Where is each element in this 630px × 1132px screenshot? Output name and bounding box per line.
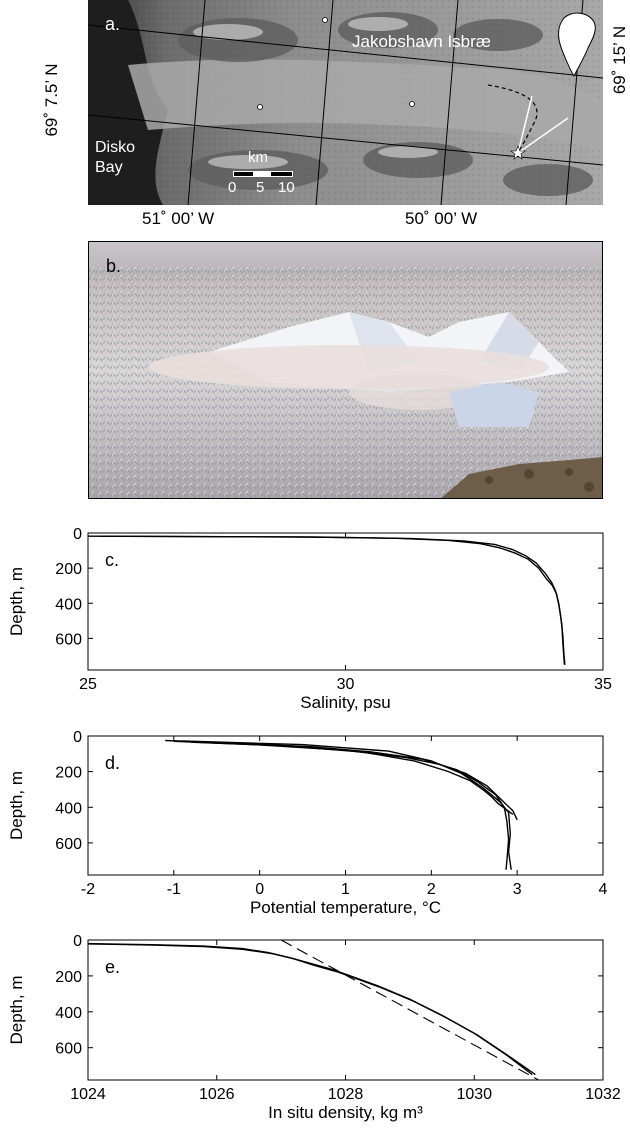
chart-d-xtick-label: 1 [341, 881, 350, 898]
chart-c-series-1-line [98, 536, 565, 665]
chart-e-xtick-label: 1030 [456, 1086, 492, 1103]
chart-e-ytick-label: 400 [55, 1005, 82, 1022]
chart-d-ytick-label: 200 [55, 765, 82, 782]
chart-e-xtick-label: 1024 [70, 1086, 106, 1103]
chart-d-xlabel: Potential temperature, °C [250, 898, 441, 917]
chart-d-ytick-label: 400 [55, 800, 82, 817]
chart-e-ytick-label: 0 [73, 933, 82, 950]
chart-e-xtick-label: 1032 [585, 1086, 621, 1103]
chart-c-ytick-label: 200 [55, 561, 82, 578]
chart-e-series-0-line [88, 944, 532, 1075]
chart-d-xtick-label: 0 [255, 881, 264, 898]
chart-d-ytick-label: 0 [73, 729, 82, 746]
chart-c-frame [88, 533, 603, 670]
chart-c-ytick-label: 600 [55, 631, 82, 648]
chart-e-ytick-label: 200 [55, 969, 82, 986]
chart-c-xtick-label: 30 [337, 676, 355, 693]
chart-e-xtick-label: 1028 [328, 1086, 364, 1103]
chart-c-panel-letter: c. [105, 550, 119, 570]
chart-d-series-1-line [174, 741, 517, 820]
chart-c-xtick-label: 35 [594, 676, 612, 693]
chart-e-ylabel: Depth, m [7, 976, 26, 1045]
chart-e-ytick-label: 600 [55, 1041, 82, 1058]
chart-d-ytick-label: 600 [55, 836, 82, 853]
chart-e-frame [88, 940, 603, 1080]
chart-d-xtick-label: 4 [599, 881, 608, 898]
chart-e-xlabel: In situ density, kg m³ [268, 1103, 423, 1122]
chart-d-xtick-label: 3 [513, 881, 522, 898]
chart-d-series-0-line [165, 741, 508, 870]
chart-c-ylabel: Depth, m [7, 567, 26, 636]
chart-d-frame [88, 736, 603, 875]
chart-e-series-2-line [281, 940, 538, 1080]
chart-e-panel-letter: e. [105, 957, 120, 977]
chart-c-ytick-label: 0 [73, 526, 82, 543]
chart-d-series-3-line [182, 741, 511, 870]
chart-d-xtick-label: 2 [427, 881, 436, 898]
chart-c-xlabel: Salinity, psu [300, 693, 390, 712]
chart-d-series-2-line [191, 742, 513, 814]
chart-d-xtick-label: -2 [81, 881, 95, 898]
chart-d-ylabel: Depth, m [7, 771, 26, 840]
chart-c-ytick-label: 400 [55, 596, 82, 613]
chart-c-xtick-label: 25 [79, 676, 97, 693]
chart-d-xtick-label: -1 [167, 881, 181, 898]
chart-c-series-0-line [88, 536, 564, 665]
chart-e-xtick-label: 1026 [199, 1086, 235, 1103]
chart-d-panel-letter: d. [105, 753, 120, 773]
